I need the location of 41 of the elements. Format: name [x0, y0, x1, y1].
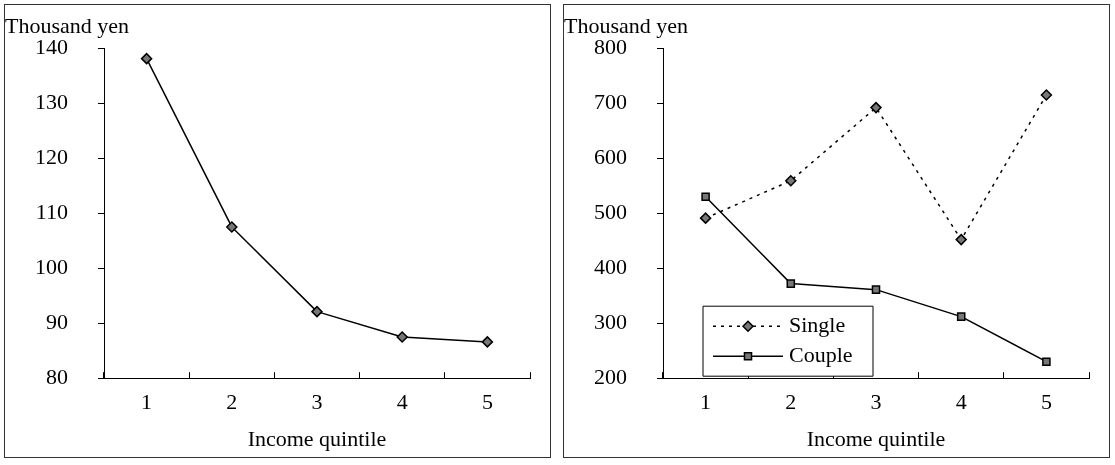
- point: [1040, 89, 1053, 101]
- point: [396, 331, 408, 343]
- y-tick-label: 110: [35, 198, 68, 224]
- point: [226, 221, 238, 233]
- point: [955, 233, 967, 246]
- legend-label: Couple: [789, 341, 853, 367]
- y-tick-label: 100: [35, 253, 68, 279]
- y-tick-label: 700: [594, 88, 627, 114]
- x-tick-label: 2: [226, 389, 238, 415]
- x-tick-label: 4: [396, 389, 408, 415]
- point: [140, 52, 153, 65]
- y-tick-label: 200: [594, 363, 627, 389]
- x-tick-label: 3: [311, 389, 323, 415]
- x-tick-label: 3: [870, 389, 882, 415]
- x-tick-label: 5: [1040, 389, 1052, 415]
- x-axis-title: Income quintile: [806, 425, 946, 451]
- point: [871, 285, 881, 294]
- y-tick-label: 130: [35, 88, 68, 114]
- x-tick-label: 1: [141, 389, 153, 415]
- x-axis-title: Income quintile: [247, 425, 387, 451]
- point: [481, 336, 494, 348]
- legend-label: Single: [789, 311, 846, 337]
- point: [786, 279, 796, 288]
- y-tick-label: 400: [594, 253, 627, 279]
- point: [956, 312, 966, 321]
- x-tick-label: 5: [481, 389, 493, 415]
- point: [699, 212, 712, 224]
- y-tick-label: 500: [594, 198, 627, 224]
- point: [311, 305, 323, 318]
- point: [701, 192, 710, 201]
- point: [785, 175, 797, 187]
- point: [870, 101, 882, 114]
- x-tick-label: 4: [955, 389, 967, 415]
- y-tick-label: 300: [594, 308, 627, 334]
- y-tick-label: 600: [594, 143, 627, 169]
- point: [1042, 357, 1051, 366]
- x-tick-label: 1: [700, 389, 712, 415]
- x-tick-label: 2: [785, 389, 797, 415]
- y-tick-label: 90: [46, 308, 68, 334]
- y-tick-label: 80: [46, 363, 68, 389]
- y-tick-label: 120: [35, 143, 68, 169]
